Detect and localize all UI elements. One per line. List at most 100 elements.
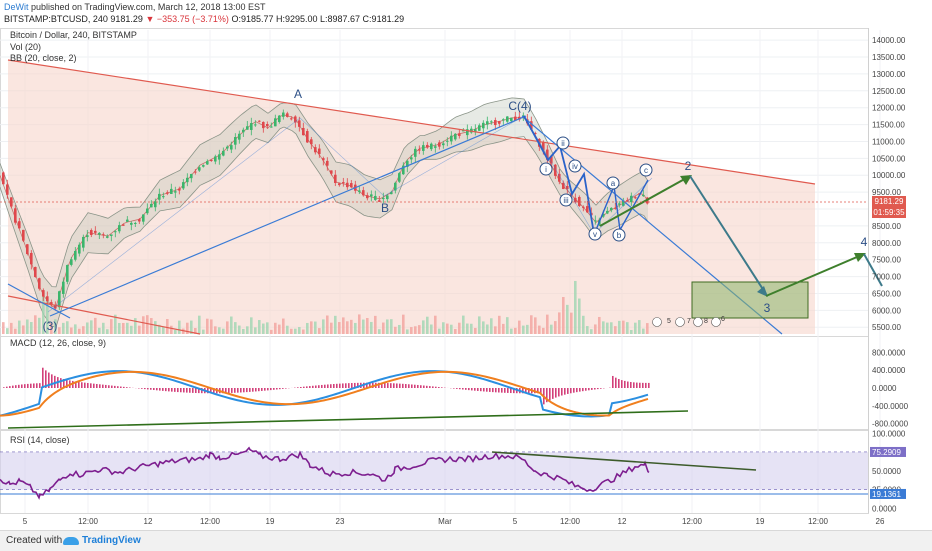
volume-bar [554, 321, 557, 334]
volume-bar [330, 323, 333, 334]
macd-hist-bar [93, 384, 95, 388]
macd-hist-bar [3, 387, 5, 388]
macd-hist-bar [129, 387, 131, 388]
volume-bar [26, 319, 29, 334]
macd-hist-bar [312, 386, 314, 388]
macd-hist-bar [81, 382, 83, 388]
volume-bar [270, 330, 273, 334]
candle-body [146, 209, 149, 214]
y-tick-label: 13500.00 [872, 53, 906, 62]
volume-bar [38, 318, 41, 334]
volume-bar [178, 321, 181, 334]
candle-body [334, 175, 337, 183]
macd-hist-bar [390, 383, 392, 388]
created-with-text: Created with [6, 535, 62, 546]
macd-hist-bar [336, 384, 338, 388]
rsi-y-axis[interactable]: 100.000075.290950.000025.000019.13610.00… [870, 429, 906, 513]
macd-hist-bar [18, 385, 20, 388]
macd-hist-bar [471, 388, 473, 390]
y-tick-label: 9500.00 [872, 188, 901, 197]
volume-bar [354, 323, 357, 334]
candle-body [438, 142, 441, 146]
macd-hist-bar [633, 382, 635, 388]
macd-hist-bar [393, 383, 395, 388]
macd-hist-bar [9, 386, 11, 388]
tradingview-logo-icon[interactable] [63, 537, 79, 545]
volume-bar [526, 325, 529, 334]
volume-bar [262, 324, 265, 334]
volume-bar [234, 322, 237, 334]
macd-hist-bar [333, 384, 335, 388]
macd-hist-bar [240, 388, 242, 392]
bb-legend: BB (20, close, 2) [10, 53, 77, 63]
volume-bar [106, 329, 109, 334]
volume-bar [514, 328, 517, 334]
candle-body [242, 130, 245, 132]
target-zone-box[interactable] [692, 282, 808, 318]
y-tick-label: 6500.00 [872, 289, 901, 298]
candle-body [190, 174, 193, 178]
candle-body [106, 236, 109, 237]
volume-bar [206, 319, 209, 334]
volume-bar [298, 327, 301, 334]
volume-bar [34, 315, 37, 334]
candle-body [506, 116, 509, 121]
macd-hist-bar [60, 378, 62, 388]
macd-hist-bar [99, 384, 101, 388]
candle-body [114, 231, 117, 232]
volume-bar [434, 316, 437, 334]
macd-hist-bar [486, 388, 488, 392]
volume-bar [342, 317, 345, 334]
macd-hist-bar [318, 385, 320, 388]
macd-hist-bar [180, 388, 182, 392]
volume-bar [130, 326, 133, 334]
volume-bar [18, 321, 21, 334]
macd-hist-bar [90, 383, 92, 388]
macd-hist-bar [264, 388, 266, 391]
candle-body [14, 208, 17, 222]
macd-hist-bar [51, 374, 53, 388]
macd-hist-bar [417, 385, 419, 388]
candle-body [418, 149, 421, 150]
volume-bar [414, 326, 417, 334]
macd-hist-bar [168, 388, 170, 391]
macd-hist-bar [309, 386, 311, 388]
rsi-title: RSI (14, close) [10, 435, 70, 445]
volume-bar [302, 330, 305, 334]
tradingview-brand[interactable]: TradingView [82, 535, 141, 546]
candle-body [262, 122, 265, 128]
x-tick-label: Mar [438, 517, 452, 526]
macd-hist-bar [87, 383, 89, 388]
candle-body [486, 121, 489, 124]
volume-bar [510, 329, 513, 334]
y-tick-label: 12000.00 [872, 104, 906, 113]
candle-body [186, 178, 189, 182]
volume-bar [150, 318, 153, 334]
macd-hist-bar [480, 388, 482, 391]
candle-body [274, 118, 277, 126]
candle-body [382, 198, 385, 199]
x-tick-label: 12:00 [682, 517, 703, 526]
main-y-axis[interactable]: 14000.0013500.0013000.0012500.0012000.00… [872, 36, 906, 332]
volume-bar [58, 327, 61, 334]
macd-hist-bar [282, 388, 284, 389]
x-tick-label: 5 [513, 517, 518, 526]
volume-bar [214, 326, 217, 334]
volume-bar [258, 320, 261, 334]
candle-body [206, 161, 209, 164]
volume-bar [242, 329, 245, 334]
candle-body [214, 156, 217, 161]
macd-hist-bar [12, 386, 14, 388]
chart-svg[interactable]: Bitcoin / Dollar, 240, BITSTAMP Vol (20)… [0, 0, 932, 530]
candle-body [266, 124, 269, 126]
macd-hist-bar [612, 376, 614, 388]
wave-circle-iii: iii [560, 194, 572, 206]
candle-body [606, 211, 609, 214]
macd-hist-bar [243, 388, 245, 392]
candle-body [270, 127, 273, 128]
candle-body [2, 172, 5, 184]
macd-hist-bar [234, 388, 236, 393]
x-tick-label: 12 [144, 517, 153, 526]
